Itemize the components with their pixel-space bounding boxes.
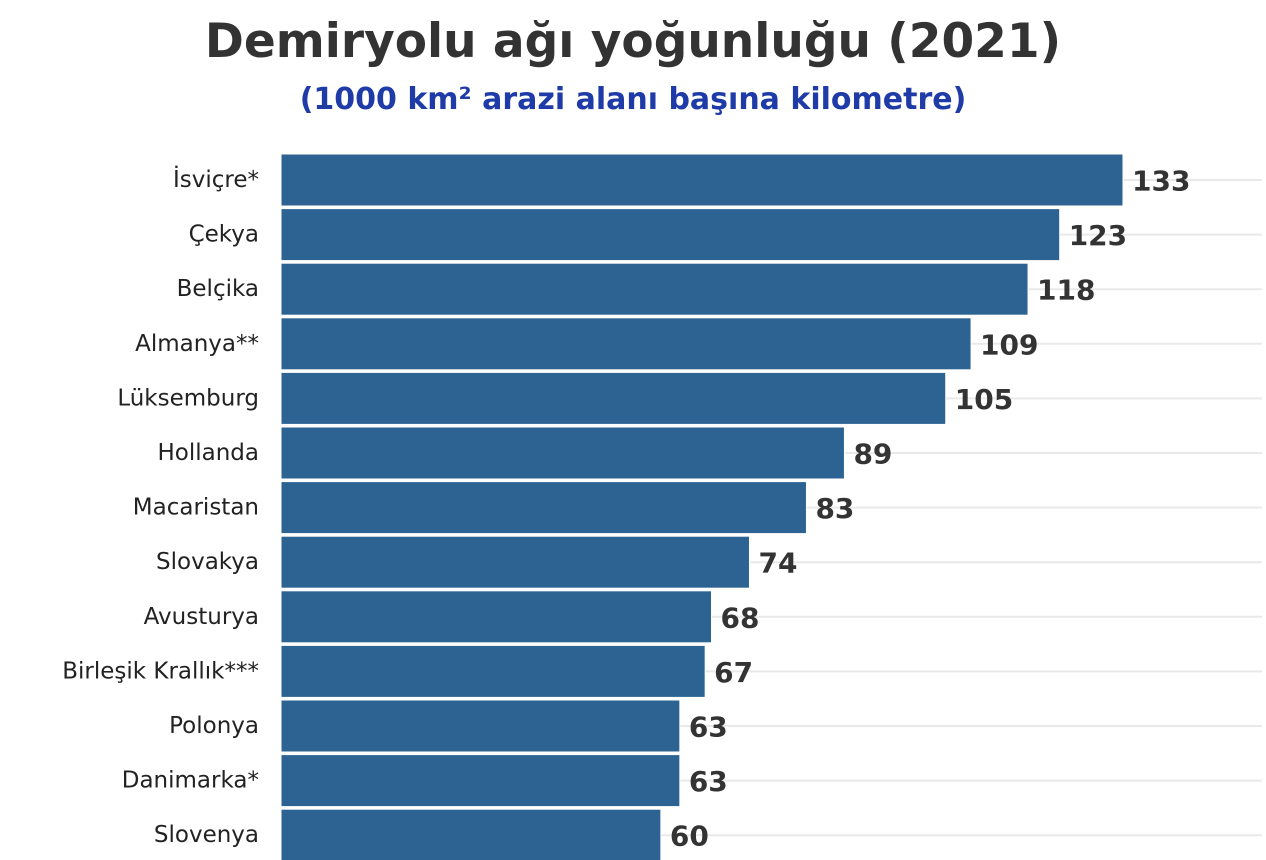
bar	[280, 262, 1029, 316]
value-label: 89	[853, 438, 892, 471]
bar	[280, 644, 706, 698]
bars	[280, 153, 1124, 860]
category-label: Lüksemburg	[117, 385, 259, 411]
value-label: 63	[689, 765, 728, 798]
bar	[280, 153, 1124, 207]
value-label: 123	[1069, 219, 1127, 252]
category-labels: İsviçre* Çekya Belçika Almanya** Lüksemburg H…	[62, 165, 259, 848]
bar	[280, 481, 807, 535]
chart-title: Demiryolu ağı yoğunluğu (2021)	[204, 14, 1062, 69]
bar	[280, 808, 662, 860]
bar	[280, 426, 845, 480]
value-label: 133	[1132, 165, 1190, 198]
bar	[280, 371, 947, 425]
category-label: Avusturya	[144, 604, 259, 630]
bar	[280, 535, 750, 589]
category-label: Danimarka*	[122, 768, 259, 794]
bar	[280, 699, 681, 753]
chart-subtitle: (1000 km² arazi alanı başına kilometre)	[299, 82, 967, 117]
bar	[280, 317, 972, 371]
category-label: Birleşik Krallık***	[62, 658, 259, 684]
category-label: İsviçre*	[173, 165, 259, 193]
category-label: Slovakya	[156, 549, 259, 575]
bar	[280, 590, 712, 644]
category-label: Almanya**	[135, 331, 259, 357]
value-label: 60	[670, 820, 709, 853]
value-label: 74	[758, 547, 797, 580]
category-label: Çekya	[189, 222, 259, 248]
category-label: Polonya	[169, 713, 259, 739]
category-label: Hollanda	[157, 440, 259, 466]
category-label: Macaristan	[133, 495, 259, 521]
value-label: 68	[720, 601, 759, 634]
value-label: 105	[955, 383, 1013, 416]
bar	[280, 208, 1061, 262]
value-label: 67	[714, 656, 753, 689]
value-label: 118	[1037, 274, 1095, 307]
bar	[280, 754, 681, 808]
value-label: 83	[815, 492, 854, 525]
value-label: 63	[689, 711, 728, 744]
value-label: 109	[980, 328, 1038, 361]
category-label: Slovenya	[154, 822, 259, 848]
category-label: Belçika	[177, 276, 259, 302]
